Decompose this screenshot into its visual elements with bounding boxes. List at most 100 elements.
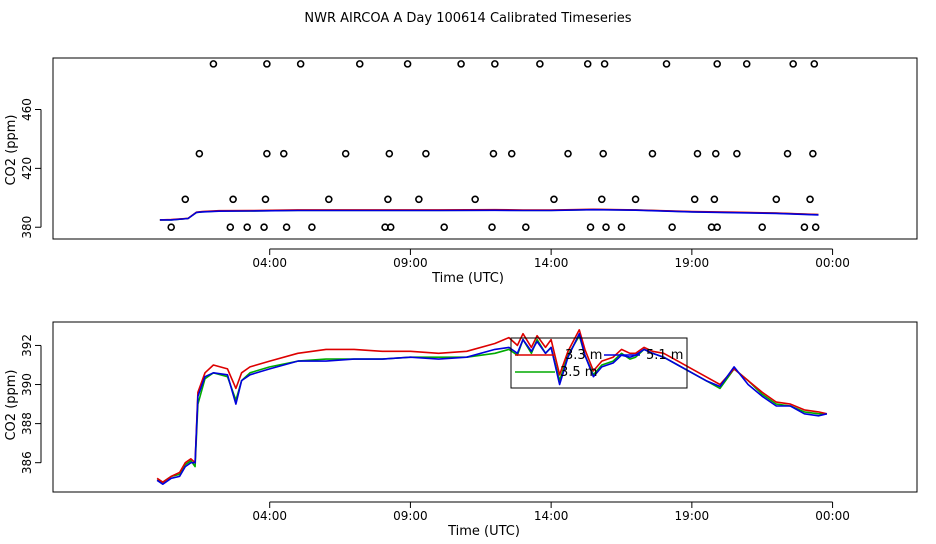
bottom-plot-frame [52, 321, 918, 493]
top-data-point [742, 60, 751, 68]
top-data-point [811, 223, 820, 232]
top-data-point [583, 60, 592, 68]
top-data-point [789, 60, 797, 68]
top-data-point [386, 223, 395, 232]
top-data-point [710, 195, 719, 204]
top-series-layer [159, 208, 819, 221]
top-data-point [599, 149, 608, 158]
top-data-point [422, 149, 430, 158]
top-data-point [440, 223, 448, 232]
top-data-point [617, 223, 626, 232]
bottom-series-line-3-3-m [156, 328, 828, 484]
top-x-tick-label: 00:00 [815, 256, 850, 270]
bottom-x-tick-label: 04:00 [252, 509, 287, 523]
top-data-point [308, 223, 316, 232]
top-data-point [471, 195, 479, 204]
bottom-y-tick-label: 390 [20, 373, 34, 396]
bottom-y-axis-label: CO2 (ppm) [4, 369, 19, 440]
top-series-line-5-1-m [159, 208, 819, 221]
top-data-point [600, 60, 609, 68]
top-data-point [491, 60, 499, 68]
legend-box [510, 337, 688, 389]
top-plot-frame [52, 57, 918, 240]
legend-label-5-1m: 5.1 m [646, 348, 683, 363]
top-data-point [355, 60, 364, 68]
bottom-x-tick-label: 00:00 [815, 509, 850, 523]
top-x-tick-label: 04:00 [252, 256, 287, 270]
top-data-point [261, 195, 270, 204]
top-x-axis-label: Time (UTC) [431, 271, 504, 286]
top-data-point [713, 60, 721, 68]
top-y-tick-label: 460 [20, 98, 34, 121]
bottom-series-line-5-1-m [156, 332, 828, 486]
bottom-y-tick-label: 386 [20, 451, 34, 474]
top-data-point [522, 223, 530, 232]
legend: 3.3 m 3.5 m 5.1 m [510, 337, 688, 389]
bottom-axes: 04:00 09:00 14:00 19:00 00:00 386 388 390 392 [20, 334, 850, 523]
top-data-point [693, 149, 702, 158]
top-data-point [195, 149, 204, 158]
top-data-point [489, 149, 498, 158]
top-panel: Time (UTC) CO2 (ppm) 04:00 09:00 14:00 19:0… [4, 57, 918, 286]
top-data-point [586, 223, 595, 232]
top-data-point [507, 149, 516, 158]
top-data-point [711, 149, 720, 158]
top-y-tick-label: 380 [20, 216, 34, 239]
top-data-point [809, 149, 817, 158]
top-data-point [806, 195, 814, 204]
top-data-point [279, 149, 288, 158]
top-data-point [772, 195, 781, 204]
bottom-x-tick-label: 09:00 [393, 509, 428, 523]
top-data-point [385, 149, 394, 158]
top-data-point [668, 223, 676, 232]
top-data-point [263, 149, 271, 158]
top-data-point [296, 60, 305, 68]
top-data-point [415, 195, 423, 204]
top-data-point [243, 223, 251, 232]
bottom-series-layer [156, 328, 828, 486]
bottom-panel: Time (UTC) CO2 (ppm) 04:00 09:00 14:00 19:0… [4, 321, 918, 539]
top-data-point [690, 195, 699, 204]
top-data-point [260, 223, 268, 232]
bottom-x-tick-label: 14:00 [534, 509, 569, 523]
top-data-point [783, 149, 792, 158]
bottom-series-line-3-5-m [156, 334, 827, 484]
top-data-point [263, 60, 271, 68]
top-data-point [229, 195, 237, 204]
top-data-point [209, 60, 218, 68]
top-marker-layer [167, 60, 820, 232]
top-data-point [631, 195, 640, 204]
legend-label-3-5m: 3.5 m [560, 365, 597, 380]
top-data-point [713, 223, 721, 232]
top-data-point [226, 223, 235, 232]
top-data-point [282, 223, 291, 232]
top-data-point [457, 60, 465, 68]
top-data-point [662, 60, 671, 68]
top-data-point [181, 195, 190, 204]
top-data-point [810, 60, 819, 68]
top-data-point [536, 60, 544, 68]
top-data-point [800, 223, 809, 232]
top-data-point [564, 149, 572, 158]
top-data-point [648, 149, 657, 158]
chart-title: NWR AIRCOA A Day 100614 Calibrated Times… [304, 11, 631, 26]
bottom-y-tick-label: 388 [20, 412, 34, 435]
top-data-point [597, 195, 606, 204]
top-data-point [384, 195, 392, 204]
top-data-point [602, 223, 610, 232]
top-data-point [403, 60, 412, 68]
top-y-axis-label: CO2 (ppm) [4, 114, 19, 185]
top-y-tick-label: 420 [20, 157, 34, 180]
top-x-tick-label: 09:00 [393, 256, 428, 270]
top-data-point [550, 195, 558, 204]
top-data-point [341, 149, 350, 158]
top-data-point [167, 223, 176, 232]
top-data-point [758, 223, 767, 232]
top-data-point [488, 223, 496, 232]
bottom-x-axis-label: Time (UTC) [447, 524, 520, 539]
top-x-tick-label: 19:00 [675, 256, 710, 270]
top-data-point [733, 149, 741, 158]
top-axes: 04:00 09:00 14:00 19:00 00:00 380 420 460 [20, 98, 850, 270]
